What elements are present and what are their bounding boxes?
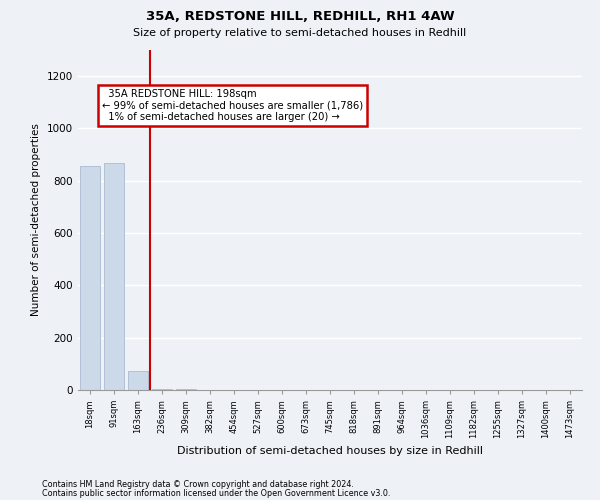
Text: Contains HM Land Registry data © Crown copyright and database right 2024.: Contains HM Land Registry data © Crown c…: [42, 480, 354, 489]
Text: Size of property relative to semi-detached houses in Redhill: Size of property relative to semi-detach…: [133, 28, 467, 38]
Y-axis label: Number of semi-detached properties: Number of semi-detached properties: [31, 124, 41, 316]
X-axis label: Distribution of semi-detached houses by size in Redhill: Distribution of semi-detached houses by …: [177, 446, 483, 456]
Bar: [104, 163, 124, 390]
Bar: [80, 166, 100, 390]
Bar: [128, 371, 148, 390]
Text: Contains public sector information licensed under the Open Government Licence v3: Contains public sector information licen…: [42, 488, 391, 498]
Text: 35A REDSTONE HILL: 198sqm
← 99% of semi-detached houses are smaller (1,786)
  1%: 35A REDSTONE HILL: 198sqm ← 99% of semi-…: [102, 89, 363, 122]
Bar: [152, 388, 172, 390]
Text: 35A, REDSTONE HILL, REDHILL, RH1 4AW: 35A, REDSTONE HILL, REDHILL, RH1 4AW: [146, 10, 454, 23]
